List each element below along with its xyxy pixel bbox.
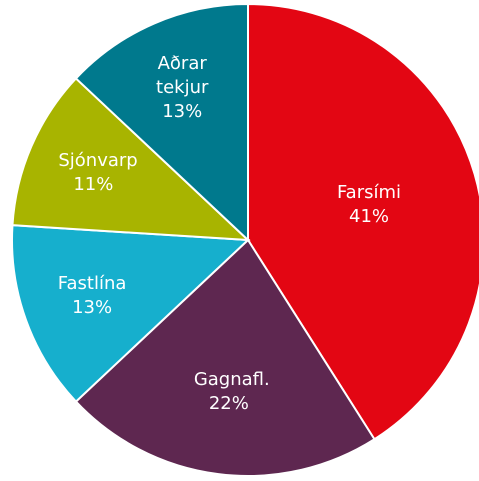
value-label: 11% bbox=[73, 174, 114, 196]
slice-label: Farsími 41% bbox=[314, 181, 424, 229]
category-label: Sjónvarp bbox=[58, 150, 138, 172]
slice-label: Fastlína 13% bbox=[37, 272, 147, 320]
category-label: Fastlína bbox=[57, 273, 127, 295]
category-label: Farsími bbox=[336, 181, 402, 203]
slice-label: Sjónvarp 11% bbox=[38, 149, 148, 197]
category-label: Aðrar tekjur bbox=[156, 52, 209, 98]
category-label: Gagnafl. bbox=[193, 368, 270, 390]
value-label: 13% bbox=[72, 297, 113, 319]
pie-slice bbox=[74, 2, 249, 243]
value-label: 13% bbox=[162, 100, 203, 122]
value-label: 22% bbox=[208, 392, 249, 414]
pie-slice bbox=[11, 77, 251, 242]
pie-slice bbox=[11, 224, 251, 403]
value-label: 41% bbox=[349, 205, 390, 227]
slice-label: Aðrar tekjur 13% bbox=[127, 52, 237, 124]
slice-label: Gagnafl. 22% bbox=[174, 368, 284, 416]
pie-slice bbox=[74, 238, 376, 477]
